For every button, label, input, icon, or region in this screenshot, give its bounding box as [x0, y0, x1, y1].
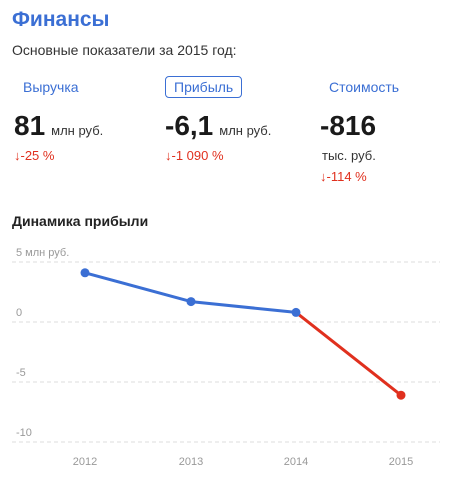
- metric-profit-change: ↓-1 090 %: [165, 148, 224, 163]
- data-point: [186, 297, 196, 307]
- tab-revenue[interactable]: Выручка: [23, 79, 79, 95]
- metric-revenue: Выручка 81 млн руб. ↓-25 %: [14, 76, 103, 163]
- tab-profit[interactable]: Прибыль: [165, 76, 243, 98]
- metric-revenue-unit: млн руб.: [51, 123, 104, 138]
- y-tick-label: -10: [16, 427, 32, 439]
- metric-revenue-change: ↓-25 %: [14, 148, 55, 163]
- series-line-segment: [189, 300, 298, 314]
- metric-revenue-value-row: 81 млн руб.: [14, 110, 103, 142]
- page-subtitle: Основные показатели за 2015 год:: [12, 42, 237, 58]
- metric-cost-unit: тыс. руб.: [322, 148, 376, 163]
- metric-profit-value: -6,1: [165, 110, 214, 141]
- y-tick-label: 5 млн руб.: [16, 247, 69, 259]
- data-point: [80, 268, 90, 278]
- y-tick-label: 0: [16, 307, 22, 319]
- metric-profit-value-row: -6,1 млн руб.: [165, 110, 271, 142]
- metric-profit: Прибыль -6,1 млн руб. ↓-1 090 %: [165, 76, 271, 163]
- data-point: [291, 307, 301, 317]
- metric-cost-value: -816: [320, 110, 377, 141]
- chart-title: Динамика прибыли: [12, 213, 149, 229]
- series-line-segment: [83, 271, 193, 304]
- y-tick-label: -5: [16, 367, 26, 379]
- x-tick-label: 2013: [179, 456, 203, 468]
- page-title: Финансы: [12, 8, 110, 31]
- metric-cost-change: ↓-114 %: [320, 169, 367, 184]
- metric-cost: Стоимость -816 тыс. руб. ↓-114 %: [320, 76, 408, 184]
- metric-profit-unit: млн руб.: [219, 123, 272, 138]
- tab-cost[interactable]: Стоимость: [329, 79, 400, 95]
- x-tick-label: 2014: [284, 456, 308, 468]
- x-tick-label: 2015: [389, 456, 413, 468]
- x-tick-label: 2012: [73, 456, 97, 468]
- data-point: [396, 390, 406, 400]
- metric-revenue-value: 81: [14, 110, 46, 141]
- series-line-segment: [294, 310, 403, 397]
- metric-cost-value-row: -816 тыс. руб.: [320, 110, 408, 163]
